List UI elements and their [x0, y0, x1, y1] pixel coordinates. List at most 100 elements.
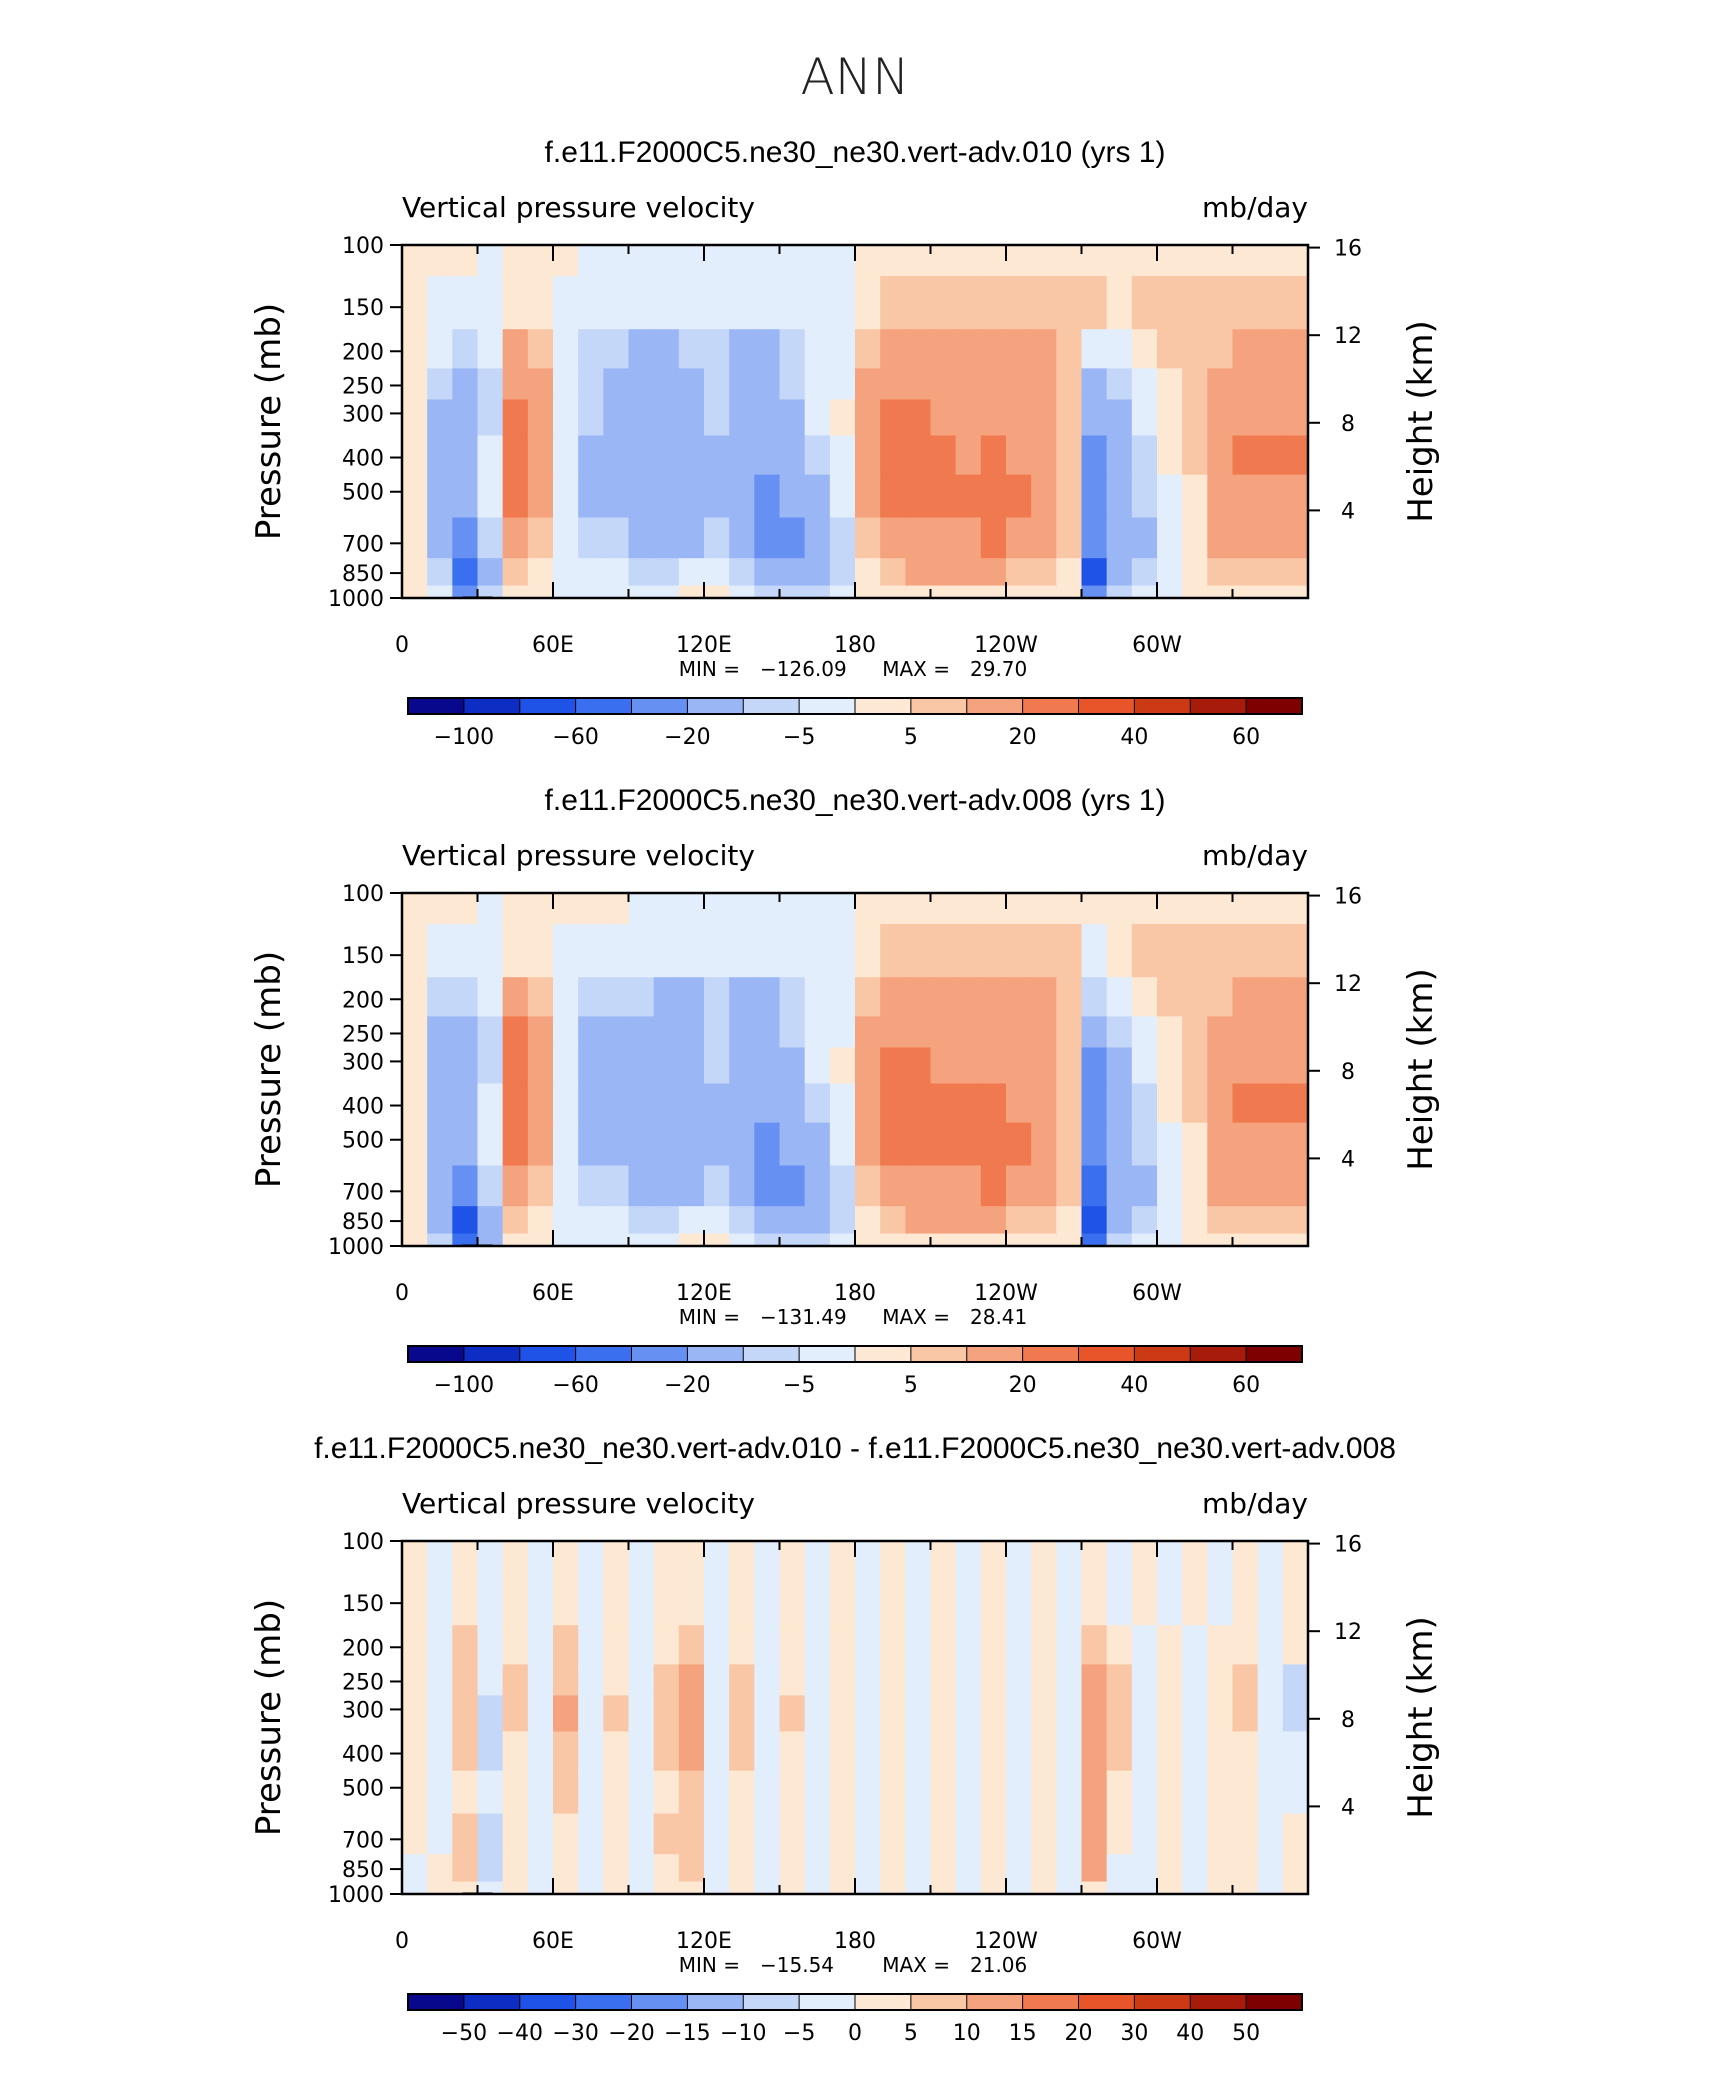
heatmap-cell	[704, 1541, 730, 1573]
heatmap-cell	[880, 435, 906, 476]
heatmap-cell	[1207, 1770, 1234, 1815]
heatmap-cell	[1006, 1541, 1032, 1573]
heatmap-cell	[829, 276, 856, 330]
heatmap-cell	[1257, 1731, 1284, 1772]
heatmap-cell	[980, 1664, 1007, 1697]
heatmap-cell	[1182, 1625, 1208, 1665]
heatmap-cell	[829, 1625, 856, 1665]
heatmap-cell	[754, 585, 781, 599]
y-tick-label: 500	[342, 1129, 384, 1154]
heatmap-cell	[1056, 977, 1083, 1017]
heatmap-cell	[930, 1016, 957, 1049]
heatmap-cell	[678, 1122, 705, 1167]
heatmap-cell	[1282, 1165, 1309, 1207]
colorbar-swatch	[1022, 1345, 1080, 1363]
heatmap-cell	[578, 1206, 604, 1235]
heatmap-cell	[1106, 1731, 1133, 1772]
heatmap-cell	[1081, 517, 1108, 559]
heatmap-cell	[1031, 1770, 1057, 1815]
heatmap-cell	[804, 1122, 831, 1167]
heatmap-cell	[653, 585, 680, 599]
heatmap-cell	[729, 517, 755, 559]
heatmap-cell	[527, 1122, 554, 1167]
heatmap-cell	[477, 924, 504, 978]
x-tick-label: 60E	[532, 1281, 574, 1306]
heatmap-cell	[678, 276, 705, 330]
heatmap-cell	[754, 1083, 781, 1124]
heatmap-cell	[502, 1854, 529, 1883]
heatmap-cell	[1182, 435, 1208, 476]
heatmap-cell	[1081, 1572, 1108, 1626]
heatmap-cell	[880, 276, 906, 330]
colorbar-label: 20	[1009, 725, 1037, 750]
heatmap-cell	[1106, 474, 1133, 519]
heatmap-cell	[578, 245, 604, 277]
heatmap-cell	[427, 1165, 453, 1207]
heatmap-cell	[1006, 368, 1032, 401]
heatmap-cell	[1157, 1770, 1183, 1815]
heatmap-cell	[1106, 1770, 1133, 1815]
heatmap-cell	[1232, 1695, 1259, 1733]
heatmap-cell	[678, 1664, 705, 1697]
heatmap-cell	[502, 245, 529, 277]
heatmap-cell	[1282, 368, 1309, 401]
heatmap-cell	[905, 1541, 932, 1573]
heatmap-cell	[553, 517, 579, 559]
heatmap-cell	[628, 1016, 655, 1049]
heatmap-cell	[1031, 1165, 1057, 1207]
heatmap-cell	[1257, 1016, 1284, 1049]
heatmap-cell	[1081, 1695, 1108, 1733]
colorbar-label: −100	[434, 1373, 494, 1398]
heatmap-cell	[1207, 893, 1234, 925]
heatmap-cell	[1182, 977, 1208, 1017]
x-tick-label: 60W	[1132, 1929, 1182, 1954]
heatmap-cell	[930, 368, 957, 401]
heatmap-cell	[628, 1695, 655, 1733]
heatmap-cell	[1157, 1165, 1183, 1207]
heatmap-cell	[628, 893, 655, 925]
heatmap-cell	[955, 1083, 982, 1124]
heatmap-cell	[754, 368, 781, 401]
heatmap-cell	[980, 245, 1007, 277]
heatmap-cell	[704, 1047, 730, 1085]
heatmap-cell	[804, 977, 831, 1017]
colorbar-swatch	[798, 1345, 856, 1363]
heatmap-cell	[704, 276, 730, 330]
units-label: mb/day	[1202, 191, 1308, 224]
heatmap-cell	[427, 1541, 453, 1573]
heatmap-cell	[804, 1695, 831, 1733]
heatmap-cell	[402, 1083, 428, 1124]
colorbar-label: 40	[1120, 1373, 1148, 1398]
heatmap-cell	[452, 276, 479, 330]
heatmap-cell	[502, 474, 529, 519]
heatmap-cell	[729, 1813, 755, 1855]
heatmap-cell	[1106, 585, 1133, 599]
heatmap-cell	[779, 977, 806, 1017]
heatmap-cell	[1257, 1206, 1284, 1235]
heatmap-cell	[905, 1233, 932, 1247]
heatmap-cell	[855, 977, 881, 1017]
heatmap-cell	[1106, 1083, 1133, 1124]
heatmap-cell	[603, 329, 630, 369]
heatmap-cell	[527, 435, 554, 476]
heatmap-cell	[955, 399, 982, 437]
heatmap-cell	[1157, 1625, 1183, 1665]
heatmap-cell	[1106, 368, 1133, 401]
heatmap-cell	[1207, 1572, 1234, 1626]
heatmap-cell	[603, 1664, 630, 1697]
heatmap-cell	[1081, 1206, 1108, 1235]
heatmap-cell	[1282, 474, 1309, 519]
heatmap-cell	[427, 368, 453, 401]
heatmap-cell	[578, 1572, 604, 1626]
heatmap-cell	[1207, 1016, 1234, 1049]
heatmap-cell	[980, 1572, 1007, 1626]
heatmap-cell	[553, 1813, 579, 1855]
page-title: ANN	[800, 48, 909, 106]
heatmap-cell	[704, 1813, 730, 1855]
heatmap-cell	[905, 1083, 932, 1124]
heatmap-cell	[427, 474, 453, 519]
heatmap-cell	[1182, 1541, 1208, 1573]
heatmap-cell	[1157, 1813, 1183, 1855]
heatmap-cell	[1081, 1122, 1108, 1167]
heatmap-cell	[477, 1083, 504, 1124]
